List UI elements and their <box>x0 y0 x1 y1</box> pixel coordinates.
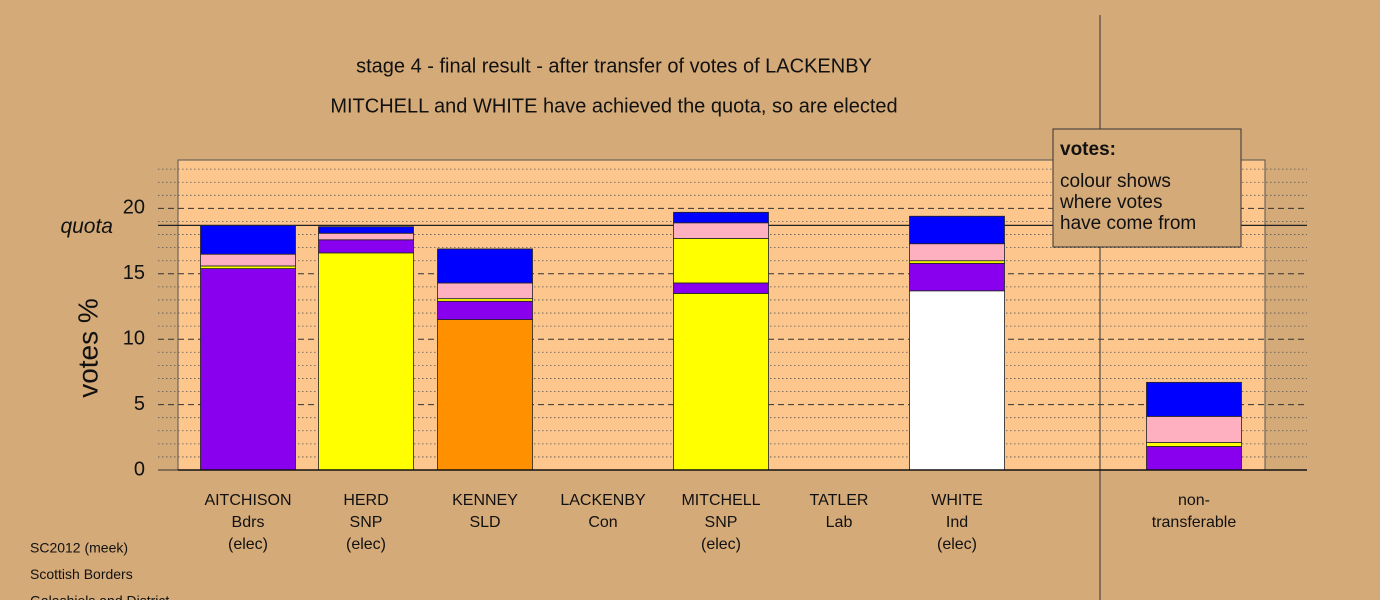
bar-segment <box>1146 415 1242 443</box>
x-tick-label: SLD <box>469 514 500 531</box>
x-tick-label: (elec) <box>937 536 977 553</box>
y-tick-label: 10 <box>123 327 145 349</box>
y-tick-label: 5 <box>134 393 145 415</box>
y-tick-label: 20 <box>123 197 145 219</box>
bar-segment <box>673 282 769 294</box>
x-tick-label: Con <box>588 514 617 531</box>
bar-segment <box>909 290 1005 471</box>
bar-segment <box>437 248 533 284</box>
x-tick-label: non- <box>1178 492 1210 509</box>
x-tick-label: TATLER <box>810 492 869 509</box>
bar-segment <box>318 252 414 471</box>
bar-segment <box>673 211 769 224</box>
legend-box <box>1052 128 1242 248</box>
footer-text: SC2012 (meek) <box>30 540 128 556</box>
x-tick-label: Ind <box>946 514 968 531</box>
bar-segment <box>318 226 414 234</box>
x-tick-label: HERD <box>343 492 388 509</box>
x-tick-label: SNP <box>350 514 383 531</box>
legend-text: colour shows <box>1060 171 1171 192</box>
legend-text: have come from <box>1060 213 1196 234</box>
footer-text: Galashiels and District <box>30 593 169 600</box>
x-tick-label: KENNEY <box>452 492 518 509</box>
chart-title: stage 4 - final result - after transfer … <box>356 55 872 77</box>
y-axis-label: votes % <box>72 298 103 398</box>
bar-segment <box>909 215 1005 245</box>
bar-segment <box>318 239 414 254</box>
x-tick-label: (elec) <box>346 536 386 553</box>
x-tick-label: MITCHELL <box>681 492 760 509</box>
bar-segment <box>437 300 533 320</box>
bar-segment <box>318 232 414 241</box>
bar-segment <box>1146 446 1242 471</box>
x-tick-label: Bdrs <box>232 514 265 531</box>
bar-segment <box>437 319 533 471</box>
bar-segment <box>673 222 769 239</box>
bar-segment <box>200 253 296 267</box>
bar-segment <box>200 225 296 255</box>
y-tick-label: 0 <box>134 458 145 480</box>
x-tick-label: LACKENBY <box>560 492 646 509</box>
x-tick-label: SNP <box>705 514 738 531</box>
chart-subtitle: MITCHELL and WHITE have achieved the quo… <box>330 95 897 117</box>
bar-segment <box>1146 442 1242 447</box>
bar-segment <box>909 262 1005 292</box>
x-tick-label: WHITE <box>931 492 983 509</box>
bar-segment <box>909 243 1005 262</box>
legend-title: votes: <box>1060 139 1116 160</box>
footer-text: Scottish Borders <box>30 566 133 582</box>
bar-segment <box>673 238 769 284</box>
bar-segment <box>673 293 769 471</box>
x-tick-label: Lab <box>826 514 853 531</box>
x-tick-label: (elec) <box>228 536 268 553</box>
x-tick-label: (elec) <box>701 536 741 553</box>
bar-segment <box>1146 381 1242 417</box>
bar-segment <box>200 268 296 471</box>
y-tick-label: 15 <box>123 262 145 284</box>
x-tick-label: transferable <box>1152 514 1237 531</box>
quota-label: quota <box>60 215 113 238</box>
bar-segment <box>437 282 533 300</box>
x-tick-label: AITCHISON <box>204 492 291 509</box>
legend-text: where votes <box>1059 192 1162 213</box>
